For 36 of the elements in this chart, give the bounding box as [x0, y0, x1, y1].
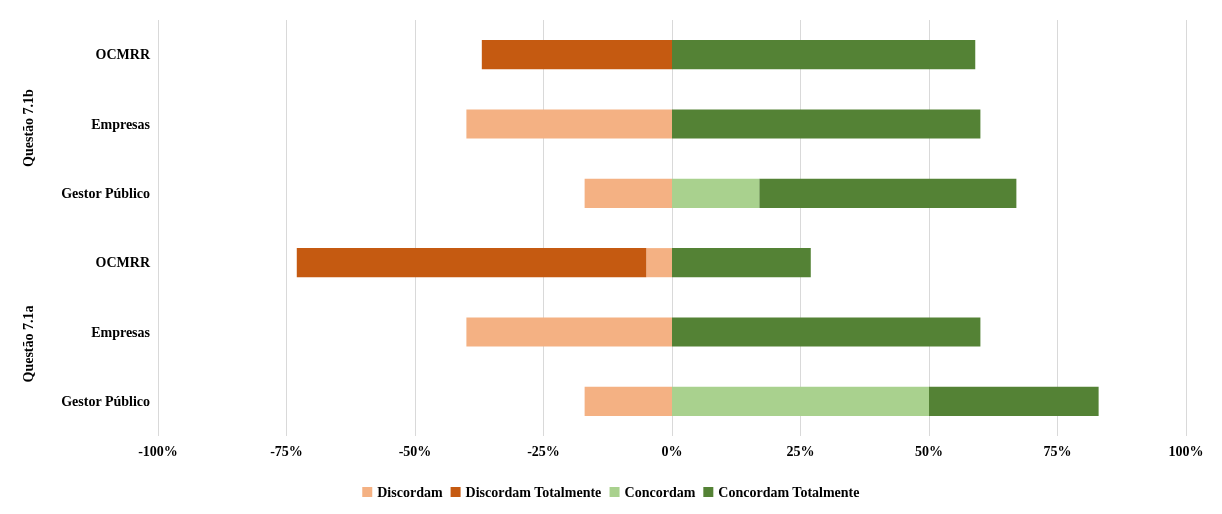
- bar: [672, 40, 976, 70]
- bar: [296, 248, 647, 278]
- bar: [481, 40, 672, 70]
- bar: [584, 178, 672, 208]
- bar: [466, 109, 672, 139]
- y-tick-label: Gestor Público: [61, 393, 150, 409]
- y-tick-label: OCMRR: [95, 255, 151, 271]
- legend-label: Concordam: [624, 484, 696, 500]
- x-tick-label: 25%: [786, 443, 815, 459]
- x-tick-label: -75%: [270, 443, 303, 459]
- bar: [929, 386, 1099, 416]
- legend-label: Discordam: [377, 484, 443, 500]
- x-tick-label: 100%: [1168, 443, 1204, 459]
- x-tick-label: -100%: [138, 443, 178, 459]
- bar: [466, 317, 672, 347]
- bar: [672, 178, 760, 208]
- y-tick-label: Gestor Público: [61, 185, 150, 201]
- bar: [672, 109, 981, 139]
- bar: [584, 386, 672, 416]
- bar: [672, 248, 811, 278]
- bar: [759, 178, 1017, 208]
- x-tick-label: 50%: [915, 443, 943, 459]
- legend-label: Discordam Totalmente: [465, 484, 602, 500]
- bar: [646, 248, 672, 278]
- x-tick-label: 75%: [1043, 443, 1072, 459]
- x-tick-label: -50%: [398, 443, 432, 459]
- x-tick-label: -25%: [527, 443, 560, 459]
- y-tick-label: OCMRR: [95, 47, 151, 63]
- bar: [672, 317, 981, 347]
- text: Questão 7.1a: [20, 305, 36, 383]
- y-tick-label: Empresas: [91, 116, 151, 132]
- x-tick-label: 0%: [661, 443, 683, 459]
- text: Questão 7.1b: [20, 88, 36, 167]
- bar: [672, 386, 929, 416]
- legend-label: Concordam Totalmente: [718, 484, 860, 500]
- y-tick-label: Empresas: [91, 324, 151, 340]
